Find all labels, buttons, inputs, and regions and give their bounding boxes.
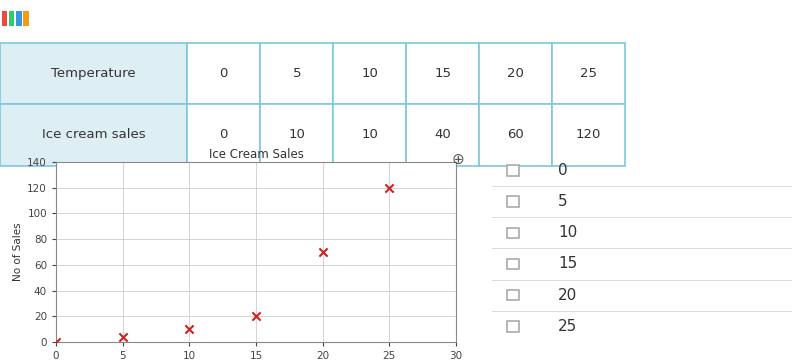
Bar [507, 165, 518, 176]
Text: bksb: bksb [38, 12, 72, 26]
Point [250, 314, 262, 319]
Text: 60: 60 [507, 129, 524, 141]
Point [116, 334, 129, 340]
Text: 5: 5 [558, 194, 568, 209]
Text: 10: 10 [558, 225, 578, 240]
Bar [260, 43, 334, 104]
Text: 0: 0 [219, 129, 228, 141]
Point [316, 249, 329, 255]
Text: 120: 120 [576, 129, 602, 141]
Title: Ice Cream Sales: Ice Cream Sales [209, 148, 303, 161]
Bar [0, 104, 187, 166]
Bar [552, 43, 626, 104]
Text: Temperature: Temperature [51, 67, 136, 80]
Y-axis label: No of Sales: No of Sales [13, 223, 23, 281]
Bar [406, 104, 479, 166]
Point [383, 185, 396, 190]
Bar [507, 197, 518, 207]
Text: Ice cream sales: Ice cream sales [42, 129, 146, 141]
Point [50, 339, 62, 345]
Point [183, 326, 196, 332]
Text: ⊕: ⊕ [451, 152, 464, 167]
Bar [334, 43, 406, 104]
Bar [9, 12, 14, 27]
Bar [507, 321, 518, 332]
Text: 20: 20 [558, 288, 578, 303]
Text: 10: 10 [288, 129, 305, 141]
Bar [479, 104, 552, 166]
Bar [187, 43, 260, 104]
Bar [2, 12, 7, 27]
Bar [507, 290, 518, 300]
Bar [552, 104, 626, 166]
Text: 10: 10 [362, 67, 378, 80]
Bar [479, 43, 552, 104]
Bar [16, 12, 22, 27]
Text: 5: 5 [293, 67, 301, 80]
Bar [187, 104, 260, 166]
Text: Maths Initial Assessment: Maths Initial Assessment [76, 12, 231, 26]
Text: 15: 15 [434, 67, 451, 80]
Bar [507, 259, 518, 269]
Bar [507, 228, 518, 238]
Bar [406, 43, 479, 104]
Text: 0: 0 [558, 163, 568, 178]
Text: 20: 20 [507, 67, 524, 80]
Text: 10: 10 [362, 129, 378, 141]
Text: 40: 40 [434, 129, 451, 141]
Bar [23, 12, 29, 27]
Text: 0: 0 [219, 67, 228, 80]
Text: 25: 25 [580, 67, 598, 80]
Text: 15: 15 [558, 256, 578, 271]
Bar [334, 104, 406, 166]
Text: 25: 25 [558, 319, 578, 334]
Bar [0, 43, 187, 104]
Text: Question 12: Question 12 [256, 12, 332, 26]
Bar [260, 104, 334, 166]
